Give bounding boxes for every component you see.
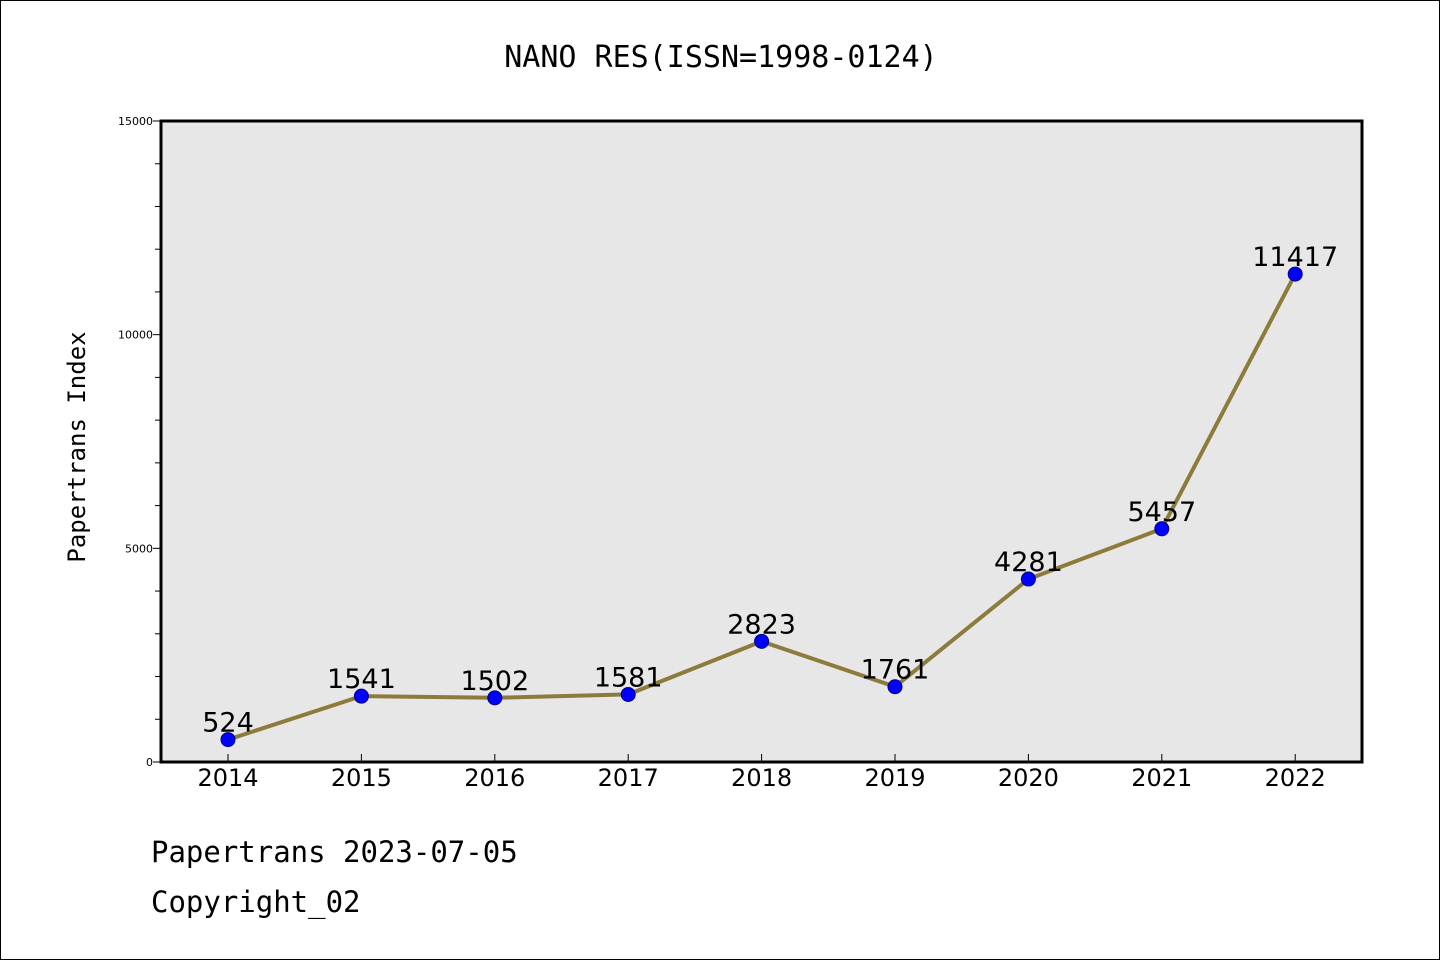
y-tick-label: 5000 [125, 542, 153, 555]
x-tick-label: 2014 [197, 764, 258, 792]
x-tick-label: 2019 [864, 764, 925, 792]
data-point [1287, 266, 1303, 282]
chart-title: NANO RES(ISSN=1998-0124) [504, 40, 937, 75]
x-tick-label: 2020 [998, 764, 1059, 792]
data-label: 1581 [594, 662, 663, 693]
data-point [1154, 521, 1170, 537]
y-axis-ticks: 0 5000 10000 15000 [118, 115, 161, 769]
data-label: 2823 [727, 609, 796, 640]
data-labels: 524 1541 1502 1581 2823 1761 4281 5457 11417 [202, 242, 1338, 738]
footer-copyright-text: Copyright_02 [151, 885, 361, 919]
x-tick-label: 2021 [1131, 764, 1192, 792]
data-point [1020, 571, 1036, 587]
data-point [620, 686, 636, 702]
data-label: 5457 [1127, 497, 1196, 528]
y-minor-ticks [155, 163, 161, 720]
data-label: 1761 [861, 655, 930, 686]
y-tick-label: 15000 [118, 115, 153, 128]
data-point [487, 690, 503, 706]
data-label: 1541 [327, 664, 396, 695]
data-point [220, 732, 236, 748]
y-tick-label: 0 [146, 756, 153, 769]
data-point [353, 688, 369, 704]
data-label: 1502 [460, 666, 529, 697]
y-axis-label: Papertrans Index [63, 331, 91, 562]
data-label: 11417 [1252, 242, 1338, 273]
data-markers [220, 266, 1303, 748]
data-label: 524 [202, 708, 254, 739]
x-tick-label: 2018 [731, 764, 792, 792]
x-tick-label: 2022 [1265, 764, 1326, 792]
data-point [887, 679, 903, 695]
x-tick-label: 2017 [598, 764, 659, 792]
data-label: 4281 [994, 547, 1063, 578]
plot-area [159, 119, 1364, 764]
data-point [754, 633, 770, 649]
x-axis-ticks: 2014 2015 2016 2017 2018 2019 2020 2021 2022 [197, 754, 1326, 792]
x-tick-label: 2015 [331, 764, 392, 792]
footer-date-text: Papertrans 2023-07-05 [151, 835, 518, 869]
x-tick-label: 2016 [464, 764, 525, 792]
y-tick-label: 10000 [118, 329, 153, 342]
